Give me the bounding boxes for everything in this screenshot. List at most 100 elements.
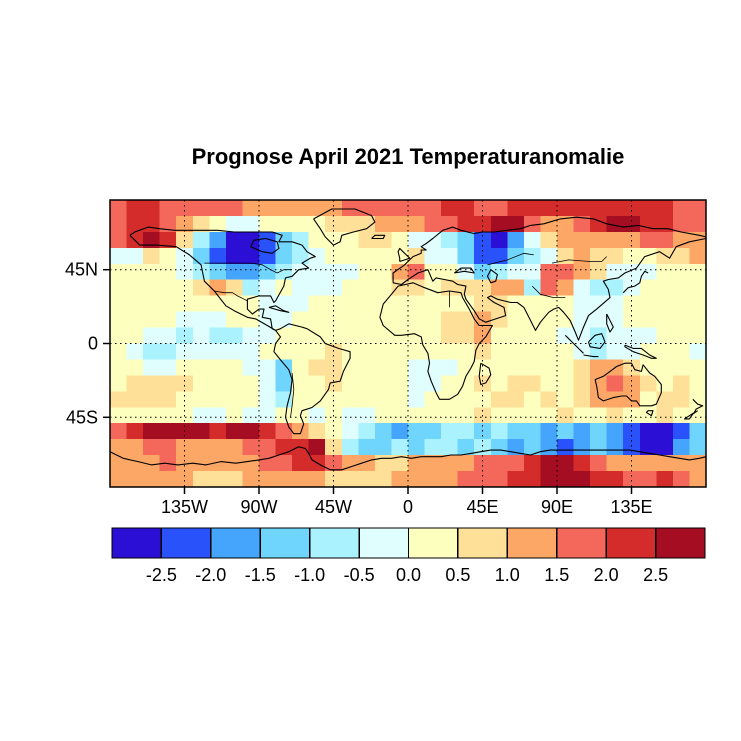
heatmap-cell xyxy=(259,391,277,408)
heatmap-cell xyxy=(308,247,326,265)
heatmap-cell xyxy=(143,407,161,424)
heatmap-cell xyxy=(490,439,508,456)
heatmap-cell xyxy=(573,359,591,376)
heatmap-cell xyxy=(656,311,674,329)
heatmap-cell xyxy=(623,200,641,217)
heatmap-cell xyxy=(557,455,575,472)
heatmap-cell xyxy=(424,311,442,329)
heatmap-cell xyxy=(523,423,542,440)
heatmap-cell xyxy=(490,359,508,376)
heatmap-cell xyxy=(325,439,343,456)
heatmap-cell xyxy=(159,231,177,249)
heatmap-cell xyxy=(656,295,674,313)
heatmap-cell xyxy=(656,375,674,392)
heatmap-cell xyxy=(275,247,293,265)
colorbar-tick-label: -2.0 xyxy=(195,565,226,585)
y-axis: 45N 0 45S xyxy=(65,260,110,427)
heatmap-cell xyxy=(209,423,227,440)
heatmap-cell xyxy=(590,423,608,440)
heatmap-cell xyxy=(374,343,393,361)
heatmap-cell xyxy=(557,375,575,392)
heatmap-cell xyxy=(308,439,326,456)
heatmap-cell xyxy=(689,359,707,376)
heatmap-cell xyxy=(225,407,244,424)
heatmap-cell xyxy=(242,407,260,424)
heatmap-cell xyxy=(126,439,144,456)
heatmap-cell xyxy=(126,375,144,392)
heatmap-cell xyxy=(656,359,674,376)
heatmap-cell xyxy=(292,231,310,249)
heatmap-cell xyxy=(424,263,442,281)
heatmap-cell xyxy=(242,247,260,265)
heatmap-cell xyxy=(540,231,558,249)
heatmap-cell xyxy=(606,439,624,456)
heatmap-cell xyxy=(325,215,343,233)
heatmap-cell xyxy=(143,279,161,297)
heatmap-cell xyxy=(308,359,326,376)
heatmap-cell xyxy=(225,279,244,297)
heatmap-cell xyxy=(672,200,691,217)
x-axis: 135W 90W 45W 0 45E 90E 135E xyxy=(161,487,653,517)
heatmap-cell xyxy=(110,200,128,217)
heatmap-cell xyxy=(639,327,657,345)
border-path xyxy=(204,262,293,274)
coastline-path xyxy=(622,270,649,294)
heatmap-cell xyxy=(143,247,161,265)
heatmap-cell xyxy=(143,231,161,249)
colorbar-cell xyxy=(308,527,360,559)
heatmap-cell xyxy=(639,359,657,376)
heatmap-cell xyxy=(606,455,624,472)
heatmap-cell xyxy=(308,295,326,313)
heatmap-cell xyxy=(590,327,608,345)
heatmap-cell xyxy=(325,359,343,376)
heatmap-cell xyxy=(143,391,161,408)
heatmap-cell xyxy=(126,327,144,345)
heatmap-cell xyxy=(408,423,426,440)
heatmap-cell xyxy=(689,311,707,329)
heatmap-cell xyxy=(606,471,624,488)
heatmap-cell xyxy=(672,311,691,329)
heatmap-cell xyxy=(159,247,177,265)
heatmap-cell xyxy=(110,391,128,408)
heatmap-cell xyxy=(143,423,161,440)
heatmap-cell xyxy=(557,343,575,361)
heatmap-cell xyxy=(606,423,624,440)
heatmap-cell xyxy=(110,231,128,249)
heatmap-cell xyxy=(292,471,310,488)
heatmap-cell xyxy=(507,311,525,329)
heatmap-cell xyxy=(639,391,657,408)
heatmap-cell xyxy=(159,407,177,424)
heatmap-cell xyxy=(408,200,426,217)
coastline-path xyxy=(587,333,606,349)
heatmap-cell xyxy=(540,247,558,265)
heatmap-cell xyxy=(573,231,591,249)
colorbar-tick-label: 2.0 xyxy=(594,565,619,585)
heatmap-cell xyxy=(606,215,624,233)
heatmap-cell xyxy=(358,327,376,345)
coastline-path xyxy=(683,398,704,420)
heatmap-cell xyxy=(126,471,144,488)
heatmap-cell xyxy=(441,311,459,329)
heatmap-cell xyxy=(374,215,393,233)
heatmap-cell xyxy=(424,407,442,424)
colorbar-cell xyxy=(605,527,657,559)
heatmap-cell xyxy=(523,391,542,408)
heatmap-cell xyxy=(689,423,707,440)
heatmap-cell xyxy=(325,295,343,313)
heatmap-cell xyxy=(606,263,624,281)
heatmap-cell xyxy=(176,359,194,376)
heatmap-cell xyxy=(391,231,409,249)
heatmap-cell xyxy=(292,359,310,376)
heatmap-cell xyxy=(656,343,674,361)
heatmap-cell xyxy=(573,455,591,472)
heatmap-cell xyxy=(540,295,558,313)
heatmap-cell xyxy=(573,391,591,408)
heatmap-cell xyxy=(689,391,707,408)
heatmap-cell xyxy=(590,343,608,361)
heatmap-cell xyxy=(126,407,144,424)
heatmap-cell xyxy=(358,295,376,313)
colorbar-cell xyxy=(160,527,212,559)
heatmap-cell xyxy=(143,439,161,456)
heatmap-cell xyxy=(259,343,277,361)
heatmap-cell xyxy=(374,407,393,424)
